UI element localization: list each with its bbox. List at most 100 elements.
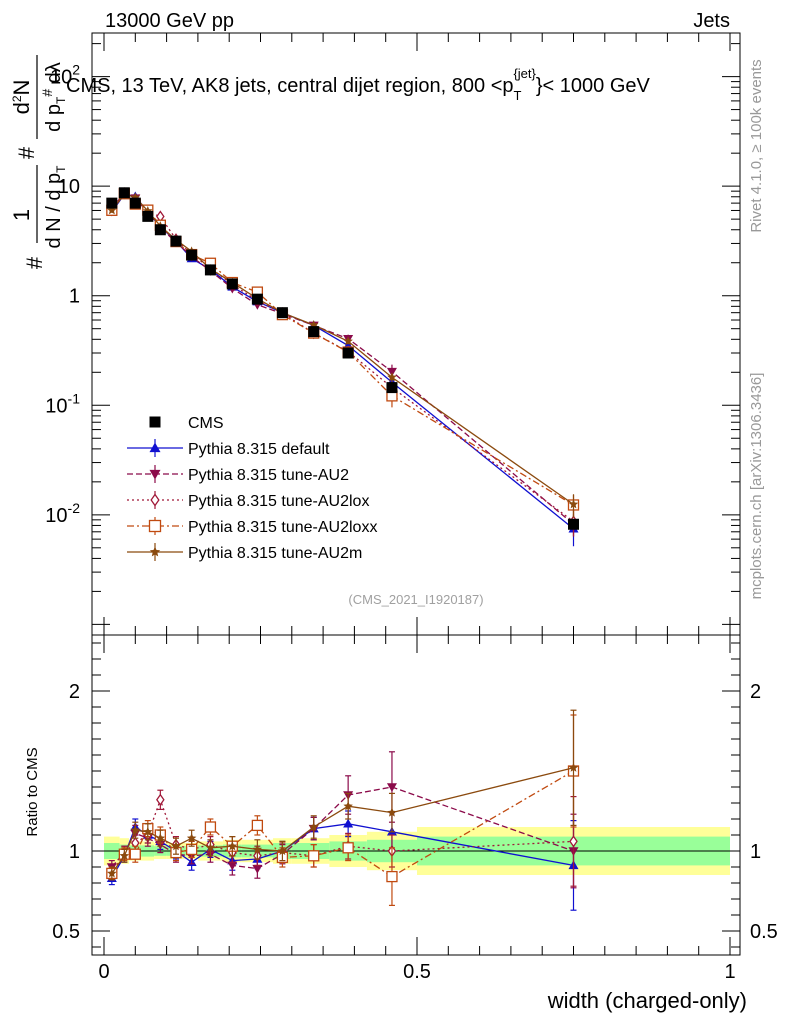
ratio-point — [309, 822, 319, 831]
legend-label: Pythia 8.315 tune-AU2 — [188, 467, 349, 484]
ratio-point — [386, 783, 397, 792]
ratio-point — [205, 842, 216, 852]
y-label-frac2-den: d pT# dλ — [39, 62, 68, 132]
legend-marker — [150, 493, 160, 507]
ratio-point — [186, 833, 197, 843]
main-point — [130, 192, 141, 202]
ratio-point — [569, 835, 578, 848]
data-point — [154, 224, 166, 236]
y-tick-label: 102 — [50, 62, 80, 89]
data-point — [118, 187, 130, 199]
legend-item-2: Pythia 8.315 tune-AU2 — [127, 465, 349, 484]
ratio-axis-ticks: 0.5 0.5 1 1 2 2 0 0.5 1 — [52, 635, 778, 983]
legend-label: Pythia 8.315 tune-AU2loxx — [188, 519, 377, 536]
ratio-tick-label-right: 2 — [750, 681, 761, 703]
ratio-point — [252, 864, 263, 874]
data-point — [251, 293, 263, 305]
chart-title: CMS, 13 TeV, AK8 jets, central dijet reg… — [66, 66, 651, 103]
ratio-panel — [91, 634, 741, 956]
ratio-point — [568, 762, 579, 772]
data-point — [308, 326, 320, 338]
legend-marker — [149, 469, 161, 480]
data-point — [142, 210, 154, 222]
main-point — [107, 205, 117, 215]
header-right: Jets — [693, 10, 730, 32]
ratio-tick-label-left: 2 — [69, 681, 80, 703]
main-point — [386, 367, 397, 377]
ratio-tick-label-left: 0.5 — [52, 921, 80, 943]
ratio-point — [343, 818, 354, 828]
data-point — [342, 347, 354, 359]
mcplots-label: mcplots.cern.ch [arXiv:1306.3436] — [748, 373, 765, 600]
data-point — [226, 278, 238, 290]
ratio-point — [143, 826, 153, 836]
ratio-point — [204, 821, 217, 833]
ratio-tick-label-right: 1 — [750, 841, 761, 863]
legend: CMS Pythia 8.315 default Pythia 8.315 tune… — [127, 415, 377, 562]
x-tick-label: 0 — [98, 961, 109, 983]
ratio-point — [129, 848, 141, 860]
main-series-group — [106, 187, 580, 547]
ratio-point — [156, 793, 165, 806]
data-point — [170, 235, 182, 247]
legend-label: Pythia 8.315 default — [188, 441, 330, 458]
ratio-point — [130, 825, 141, 835]
y-axis-label: # 1 d N / d pT # d2N d pT# dλ — [9, 55, 68, 269]
legend-item-3: Pythia 8.315 tune-AU2lox — [127, 491, 369, 510]
legend-item-4: Pythia 8.315 tune-AU2loxx — [127, 517, 377, 536]
ratio-point — [227, 841, 238, 851]
legend-label: CMS — [188, 415, 224, 432]
ratio-series-4 — [107, 709, 579, 881]
ratio-point — [386, 870, 398, 883]
x-tick-label: 0.5 — [403, 961, 431, 983]
ratio-point — [155, 833, 166, 843]
y-tick-label: 1 — [69, 286, 80, 308]
y-label-hash-mid: # — [14, 146, 39, 159]
ratio-tick-label-left: 1 — [69, 841, 80, 863]
ratio-point — [277, 846, 288, 855]
main-axis-ticks: 10-2 10-1 1 10 102 — [45, 33, 740, 635]
ratio-point — [387, 807, 397, 817]
main-series-cms-data — [106, 187, 579, 530]
main-point — [568, 499, 579, 509]
legend-marker — [149, 416, 161, 428]
y-label-frac2-num: d2N — [9, 80, 34, 115]
y-label-frac1-den: d N / d pT — [43, 165, 68, 249]
legend-marker — [148, 519, 162, 533]
y-tick-label: 10 — [58, 176, 80, 198]
ratio-point — [252, 844, 263, 854]
rivet-label: Rivet 4.1.0, ≥ 100k events — [748, 59, 765, 232]
data-point — [106, 197, 118, 209]
y-label-frac1-num: 1 — [9, 209, 34, 221]
legend-marker — [149, 546, 161, 557]
main-panel — [91, 32, 741, 636]
ratio-point — [251, 819, 264, 832]
y-tick-label: 10-1 — [45, 390, 80, 417]
legend-label: Pythia 8.315 tune-AU2m — [188, 545, 362, 562]
legend-label: Pythia 8.315 tune-AU2lox — [188, 493, 369, 510]
main-point — [387, 372, 397, 382]
data-point — [186, 249, 198, 261]
ratio-point — [171, 841, 181, 851]
ratio-series-group — [106, 709, 580, 911]
ratio-y-label: Ratio to CMS — [24, 747, 41, 836]
ratio-point — [342, 842, 354, 854]
x-axis-label: width (charged-only) — [547, 988, 747, 1013]
data-point — [386, 382, 398, 394]
data-point — [276, 307, 288, 319]
legend-marker — [149, 442, 161, 453]
ratio-point — [107, 868, 117, 878]
header-left: 13000 GeV pp — [105, 10, 234, 32]
ratio-point — [227, 861, 238, 871]
ratio-point — [308, 850, 320, 862]
y-tick-label: 10-2 — [45, 500, 80, 527]
legend-item-0: CMS — [149, 415, 224, 432]
x-tick-label: 1 — [724, 961, 735, 983]
main-point — [343, 336, 353, 346]
ratio-point — [343, 801, 353, 811]
data-point — [204, 264, 216, 276]
legend-item-1: Pythia 8.315 default — [127, 439, 330, 458]
ratio-tick-label-right: 0.5 — [750, 921, 778, 943]
y-label-hash-left: # — [22, 256, 47, 269]
